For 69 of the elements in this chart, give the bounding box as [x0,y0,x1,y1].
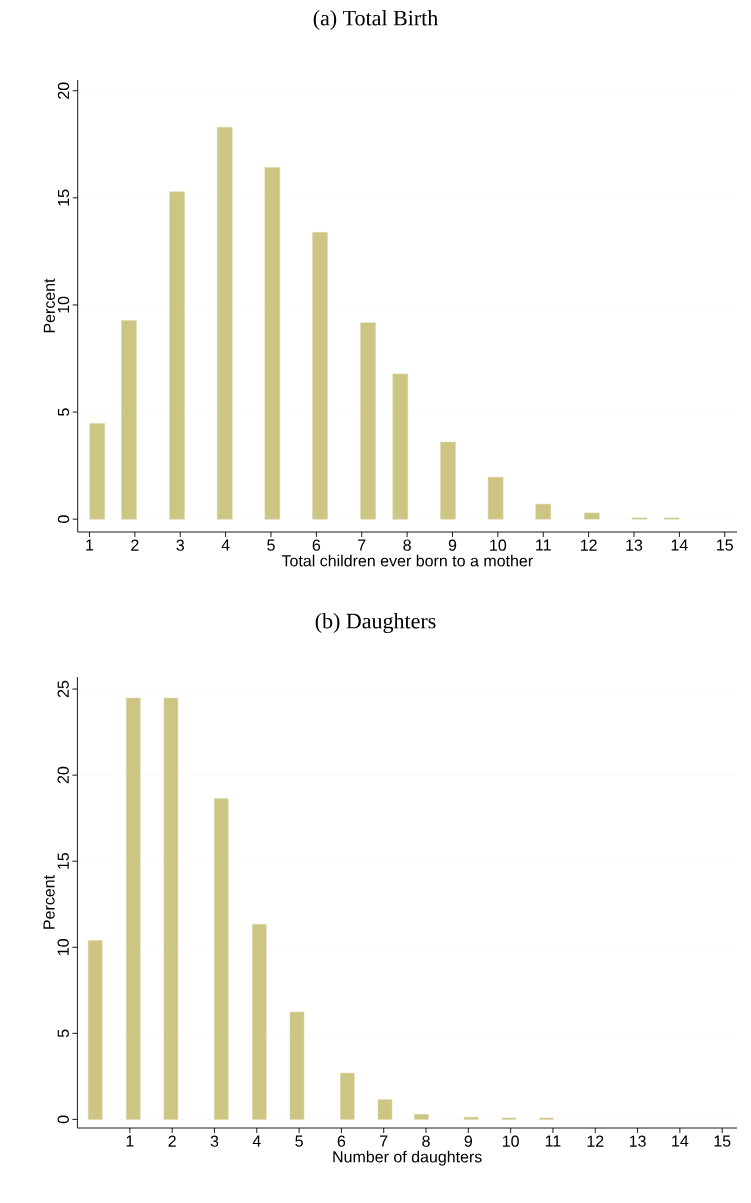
bar [535,503,552,520]
x-tick-label: 3 [176,539,184,551]
x-tick-label: 3 [210,1135,219,1147]
y-axis-title: Percent [43,278,55,333]
y-tick-label: 0 [57,515,70,523]
y-tick-label: 0 [57,1115,69,1124]
x-tick-label: 7 [380,1135,388,1147]
chart-title: (a) Total Birth [313,10,438,30]
bar [216,127,233,520]
x-tick-label: 7 [358,539,366,551]
bar [89,423,105,520]
x-tick-label: 14 [671,539,688,551]
y-tick-label: 10 [57,296,70,313]
x-tick-label: 13 [629,1135,646,1147]
bar [464,1116,479,1120]
bar [414,1113,429,1120]
y-tick-label: 5 [57,1029,69,1038]
y-axis-title: Percent [43,875,55,929]
bar [121,320,137,520]
chart-title: (b) Daughters [315,613,436,634]
bar [392,373,409,520]
x-tick-label: 10 [490,539,507,551]
x-tick-label: 12 [587,1135,604,1147]
y-tick-label: 15 [58,189,70,206]
x-tick-label: 8 [403,539,411,551]
x-tick-label: 6 [312,539,321,551]
bar [440,441,456,520]
x-tick-label: 9 [448,539,457,551]
y-tick-label: 10 [57,939,69,955]
bar [312,232,328,520]
x-tick-label: 4 [221,539,230,551]
x-tick-label: 1 [126,1135,134,1147]
x-tick-label: 11 [536,539,551,551]
y-tick-label: 5 [58,408,70,416]
x-tick-label: 5 [267,539,275,551]
bar [289,1011,305,1120]
bar [584,512,600,520]
x-tick-label: 6 [337,1135,346,1147]
y-tick-label: 25 [57,680,69,698]
x-tick-label: 15 [717,539,733,551]
bar [169,191,185,520]
x-tick-label: 2 [168,1135,176,1147]
x-tick-label: 2 [131,539,139,551]
y-tick-label: 15 [57,852,69,869]
x-tick-label: 12 [580,539,597,551]
bar [252,924,267,1120]
x-tick-label: 10 [502,1135,519,1147]
x-tick-label: 15 [714,1135,731,1147]
x-tick-label: 8 [422,1135,430,1147]
y-tick-label: 20 [57,82,70,99]
bar [377,1099,393,1120]
bar [264,167,281,520]
x-tick-label: 14 [672,1135,689,1147]
bar [360,322,376,520]
x-tick-label: 13 [626,539,643,551]
bar [213,798,229,1120]
y-tick-label: 20 [57,766,69,784]
bar [125,697,141,1120]
bar [340,1072,355,1120]
x-tick-label: 9 [464,1135,473,1147]
x-tick-label: 1 [86,539,94,551]
x-tick-label: 4 [252,1135,261,1147]
x-tick-label: 5 [295,1135,303,1147]
x-tick-label: 11 [545,1135,561,1147]
x-axis-title: Number of daughters [333,1150,482,1166]
bar [87,940,103,1120]
bar [487,476,504,520]
x-axis-title: Total children ever born to a mother [281,554,533,567]
bar [163,697,179,1120]
